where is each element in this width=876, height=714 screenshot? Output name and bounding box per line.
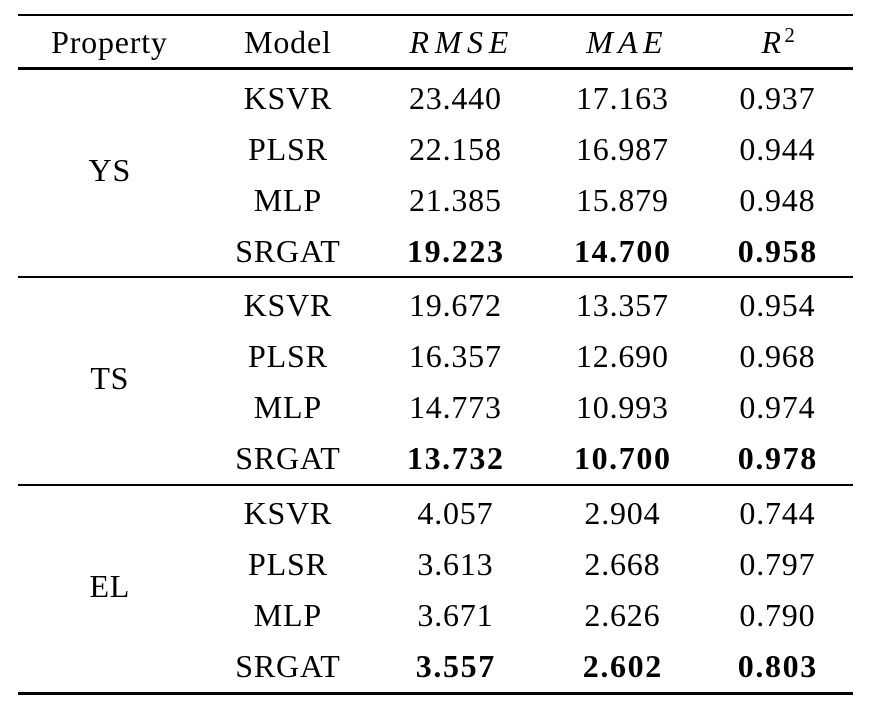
cell-rmse: 22.158 xyxy=(408,131,502,167)
cell-rmse: 21.385 xyxy=(408,182,502,219)
property-label-ys: YS xyxy=(88,151,132,188)
cell-r2: 0.974 xyxy=(739,388,816,425)
cell-model: MLP xyxy=(253,388,322,425)
cell-model: SRGAT xyxy=(235,648,341,685)
table-group2-rule xyxy=(18,483,853,487)
cell-r2: 0.937 xyxy=(739,79,816,116)
cell-r2: 0.944 xyxy=(739,131,816,167)
cell-r2: 0.954 xyxy=(739,286,816,323)
cell-r2: 0.797 xyxy=(739,545,816,582)
table-row: SRGAT 3.557 2.602 0.803 xyxy=(18,648,845,684)
cell-model: KSVR xyxy=(243,286,333,323)
cell-model: PLSR xyxy=(248,545,328,582)
table-bottom-rule xyxy=(18,692,853,695)
table-row: PLSR 22.158 16.987 0.944 xyxy=(18,131,845,167)
cell-mae: 10.700 xyxy=(573,439,672,476)
header-rmse: RMSE xyxy=(409,24,515,61)
table-row: PLSR 3.613 2.668 0.797 xyxy=(18,546,845,582)
cell-rmse: 3.557 xyxy=(415,648,496,685)
cell-r2: 0.948 xyxy=(739,182,816,219)
cell-mae: 15.879 xyxy=(575,182,669,219)
cell-mae: 2.626 xyxy=(584,596,661,633)
table-row: PLSR 16.357 12.690 0.968 xyxy=(18,338,845,374)
table-row: KSVR 23.440 17.163 0.937 xyxy=(18,80,845,116)
header-r2-superscript: 2 xyxy=(784,23,796,48)
cell-rmse: 23.440 xyxy=(408,79,502,116)
cell-r2: 0.744 xyxy=(739,495,816,531)
cell-model: PLSR xyxy=(248,337,328,374)
header-mae: MAE xyxy=(586,24,668,61)
table-row: MLP 3.671 2.626 0.790 xyxy=(18,597,845,633)
cell-mae: 12.690 xyxy=(575,337,669,374)
cell-model: SRGAT xyxy=(235,233,341,270)
cell-mae: 17.163 xyxy=(575,79,669,116)
cell-mae: 16.987 xyxy=(575,131,669,167)
table-top-rule xyxy=(18,13,853,17)
table-row: SRGAT 19.223 14.700 0.958 xyxy=(18,233,845,269)
cell-rmse: 13.732 xyxy=(406,439,505,476)
cell-mae: 13.357 xyxy=(575,286,669,323)
cell-r2: 0.968 xyxy=(739,337,816,374)
cell-rmse: 3.613 xyxy=(417,545,494,582)
cell-model: MLP xyxy=(253,596,322,633)
cell-mae: 14.700 xyxy=(573,233,672,270)
table-row: MLP 14.773 10.993 0.974 xyxy=(18,389,845,425)
cell-rmse: 19.672 xyxy=(408,286,502,323)
table-row: SRGAT 13.732 10.700 0.978 xyxy=(18,440,845,476)
property-label-el: EL xyxy=(89,568,131,605)
table-row: KSVR 19.672 13.357 0.954 xyxy=(18,287,845,323)
cell-rmse: 3.671 xyxy=(417,596,494,633)
cell-model: KSVR xyxy=(243,79,333,116)
cell-rmse: 19.223 xyxy=(406,233,505,270)
cell-model: SRGAT xyxy=(235,439,341,476)
cell-model: MLP xyxy=(253,182,322,219)
cell-mae: 2.904 xyxy=(584,495,661,531)
cell-r2: 0.790 xyxy=(739,596,816,633)
cell-mae: 10.993 xyxy=(575,388,669,425)
cell-r2: 0.978 xyxy=(737,439,818,476)
table-row: MLP 21.385 15.879 0.948 xyxy=(18,182,845,218)
cell-mae: 2.602 xyxy=(582,648,663,685)
header-model: Model xyxy=(244,24,332,61)
cell-model: PLSR xyxy=(248,131,328,167)
table-row: KSVR 4.057 2.904 0.744 xyxy=(18,495,845,531)
table-header-rule xyxy=(18,67,853,70)
cell-rmse: 14.773 xyxy=(408,388,502,425)
table-group1-rule xyxy=(18,275,853,278)
header-property: Property xyxy=(51,24,168,61)
cell-mae: 2.668 xyxy=(584,545,661,582)
cell-r2: 0.803 xyxy=(737,648,818,685)
cell-r2: 0.958 xyxy=(737,233,818,270)
cell-rmse: 4.057 xyxy=(417,495,494,531)
cell-model: KSVR xyxy=(243,495,333,531)
cell-rmse: 16.357 xyxy=(408,337,502,374)
property-label-ts: TS xyxy=(90,360,130,396)
